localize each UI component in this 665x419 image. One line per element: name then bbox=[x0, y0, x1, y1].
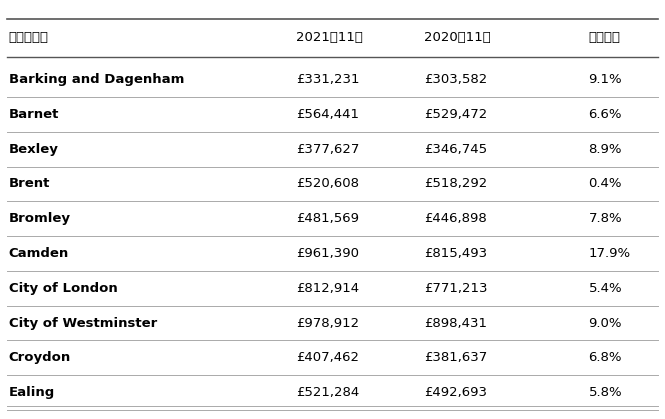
Text: £564,441: £564,441 bbox=[296, 108, 359, 121]
Text: Bexley: Bexley bbox=[9, 142, 59, 156]
Text: 2020年11月: 2020年11月 bbox=[424, 31, 491, 44]
Text: £492,693: £492,693 bbox=[424, 386, 487, 399]
Text: £346,745: £346,745 bbox=[424, 142, 487, 156]
Text: £331,231: £331,231 bbox=[296, 73, 359, 86]
Text: City of Westminster: City of Westminster bbox=[9, 316, 157, 330]
Text: City of London: City of London bbox=[9, 282, 118, 295]
Text: 8.9%: 8.9% bbox=[589, 142, 622, 156]
Text: £771,213: £771,213 bbox=[424, 282, 487, 295]
Text: 房价变化: 房价变化 bbox=[589, 31, 620, 44]
Text: £812,914: £812,914 bbox=[296, 282, 359, 295]
Text: £303,582: £303,582 bbox=[424, 73, 487, 86]
Text: Croydon: Croydon bbox=[9, 351, 71, 365]
Text: £446,898: £446,898 bbox=[424, 212, 487, 225]
Text: £481,569: £481,569 bbox=[296, 212, 359, 225]
Text: Barnet: Barnet bbox=[9, 108, 59, 121]
Text: Bromley: Bromley bbox=[9, 212, 70, 225]
Text: Ealing: Ealing bbox=[9, 386, 55, 399]
Text: £898,431: £898,431 bbox=[424, 316, 487, 330]
Text: 6.6%: 6.6% bbox=[589, 108, 622, 121]
Text: £978,912: £978,912 bbox=[296, 316, 359, 330]
Text: Camden: Camden bbox=[9, 247, 69, 260]
Text: £407,462: £407,462 bbox=[296, 351, 359, 365]
Text: 9.1%: 9.1% bbox=[589, 73, 622, 86]
Text: 6.8%: 6.8% bbox=[589, 351, 622, 365]
Text: £815,493: £815,493 bbox=[424, 247, 487, 260]
Text: Brent: Brent bbox=[9, 177, 50, 191]
Text: £521,284: £521,284 bbox=[296, 386, 359, 399]
Text: 0.4%: 0.4% bbox=[589, 177, 622, 191]
Text: 7.8%: 7.8% bbox=[589, 212, 622, 225]
Text: £520,608: £520,608 bbox=[296, 177, 359, 191]
Text: £529,472: £529,472 bbox=[424, 108, 487, 121]
Text: £377,627: £377,627 bbox=[296, 142, 359, 156]
Text: 9.0%: 9.0% bbox=[589, 316, 622, 330]
Text: £961,390: £961,390 bbox=[296, 247, 359, 260]
Text: 5.4%: 5.4% bbox=[589, 282, 622, 295]
Text: £518,292: £518,292 bbox=[424, 177, 487, 191]
Text: Barking and Dagenham: Barking and Dagenham bbox=[9, 73, 184, 86]
Text: 17.9%: 17.9% bbox=[589, 247, 630, 260]
Text: 5.8%: 5.8% bbox=[589, 386, 622, 399]
Text: £381,637: £381,637 bbox=[424, 351, 487, 365]
Text: 2021年11月: 2021年11月 bbox=[296, 31, 363, 44]
Text: 伦敦行政区: 伦敦行政区 bbox=[9, 31, 49, 44]
